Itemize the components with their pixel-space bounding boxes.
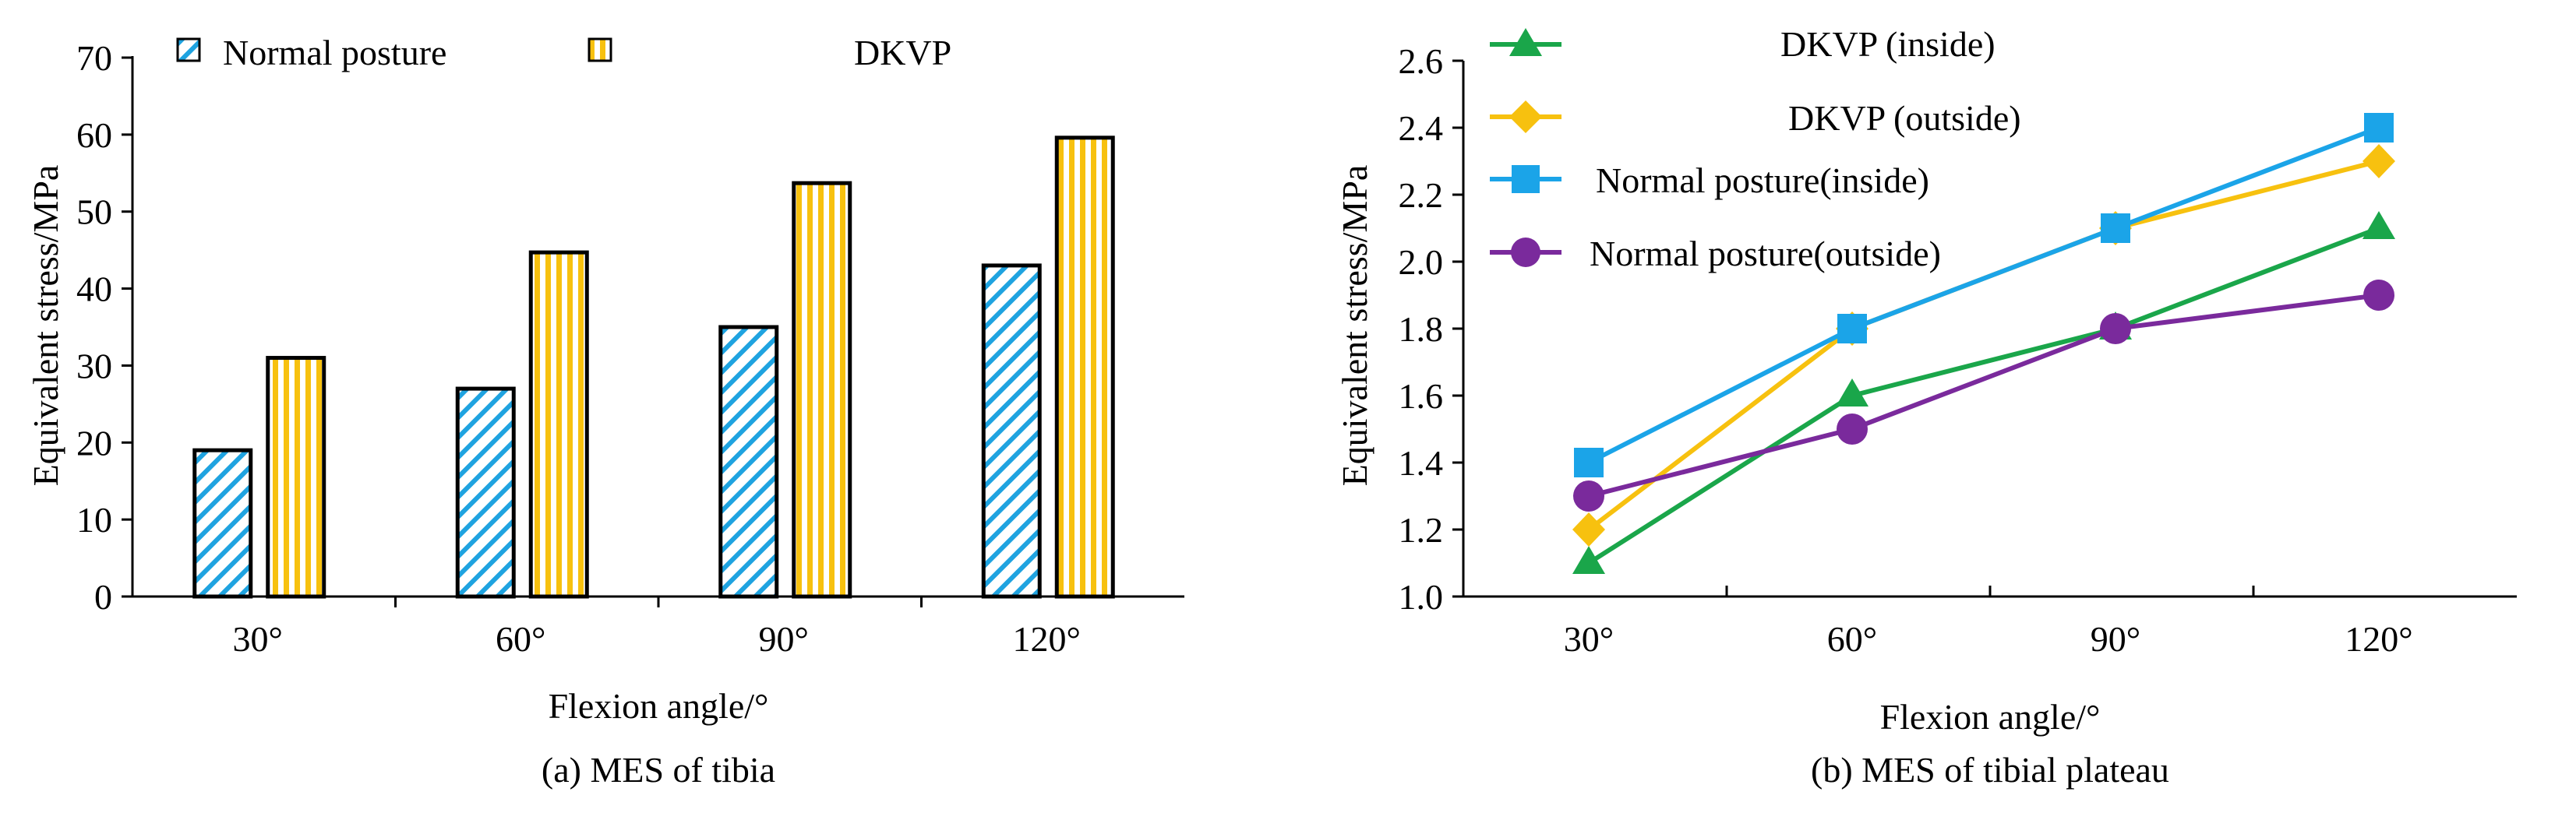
data-point-square-2 [1837,314,1867,343]
y-tick-label: 60 [76,115,112,155]
y-axis-label: Equivalent stress/MPa [26,165,65,487]
series-line-2 [1587,159,2380,532]
y-tick-label: 10 [76,500,112,540]
x-tick-label: 30° [1564,619,1614,659]
legend-marker-triangle-icon [1509,28,1542,56]
legend-marker-square-icon [1512,165,1540,193]
bar-normal-posture-2 [455,386,516,599]
x-tick-label: 60° [496,619,545,659]
y-tick-label: 30 [76,346,112,385]
x-tick-label: 90° [759,619,809,659]
y-tick-label: 1.8 [1399,309,1444,349]
data-point-square-3 [2101,213,2130,243]
x-axis-label: Flexion angle/° [549,686,769,726]
legend-label-dkvp-inside: DKVP (inside) [1780,24,1996,64]
legend-swatch-dkvp [588,37,612,62]
legend-label-dkvp-outside: DKVP (outside) [1788,98,2021,138]
data-point-square-4 [2364,113,2394,143]
data-point-diamond-4 [2363,144,2395,178]
series-2 [1572,144,2395,547]
bar-dkvp-1 [266,356,326,599]
series-4 [1573,280,2394,512]
legend-swatch-normal-posture [176,37,201,62]
y-tick-label: 40 [76,269,112,309]
x-tick-label: 30° [233,619,283,659]
bar-dkvp-3 [792,181,852,599]
data-point-circle-2 [1837,414,1868,445]
chart-caption: (b) MES of tibial plateau [1811,750,2169,790]
bar-normal-posture-1 [192,448,253,599]
x-axis-label: Flexion angle/° [1880,697,2101,737]
y-tick-label: 1.0 [1399,577,1444,617]
y-tick-label: 2.0 [1399,242,1444,282]
series-line-1 [1587,226,2380,565]
legend-label-normal-inside: Normal posture(inside) [1596,160,1929,200]
y-tick-label: 1.6 [1399,376,1444,416]
y-tick-label: 20 [76,423,112,463]
data-point-circle-1 [1573,480,1604,512]
series-line-3 [1587,125,2380,465]
bars [192,136,1115,599]
legend-marker-circle-icon [1511,238,1540,267]
bar-dkvp-4 [1054,136,1115,599]
chart-caption: (a) MES of tibia [542,750,775,790]
x-tick-label: 90° [2091,619,2140,659]
data-point-circle-4 [2363,280,2394,311]
bar-normal-posture-4 [981,263,1042,599]
series-3 [1574,113,2394,477]
y-axis-ticks: 0 10 20 30 40 50 60 70 [76,38,132,617]
y-tick-label: 0 [94,577,112,617]
legend-label-normal-posture: Normal posture [223,33,446,72]
bar-normal-posture-3 [718,325,779,599]
bar-dkvp-2 [528,250,589,599]
y-tick-label: 1.2 [1399,510,1444,550]
legend-marker-diamond-icon [1509,100,1542,133]
y-tick-label: 2.6 [1399,41,1444,81]
y-tick-label: 2.2 [1399,175,1444,215]
x-tick-label: 120° [1013,619,1081,659]
y-tick-label: 1.4 [1399,443,1444,483]
x-tick-label: 60° [1827,619,1877,659]
legend: DKVP (inside) DKVP (outside) Normal post… [1490,24,2021,273]
y-axis-ticks: 1.0 1.2 1.4 1.6 1.8 2.0 2.2 2.4 2.6 [1399,41,1463,617]
line-chart-tibial-plateau: 1.0 1.2 1.4 1.6 1.8 2.0 2.2 2.4 2.6 30° 60° 90° 120… [1335,24,2517,790]
x-axis-ticks: 30° 60° 90° 120° [1564,586,2413,659]
x-axis-ticks: 30° 60° 90° 120° [233,597,1081,659]
x-tick-label: 120° [2345,619,2412,659]
legend-label-normal-outside: Normal posture(outside) [1590,234,1941,273]
data-point-square-1 [1574,448,1604,477]
y-tick-label: 50 [76,192,112,232]
bar-chart-tibia: 0 10 20 30 40 50 60 70 30° 60° 90° 120° Equivalent… [26,33,1184,790]
data-point-triangle-4 [2363,211,2395,239]
series-lines [1572,113,2395,574]
data-point-diamond-1 [1572,512,1605,547]
legend-label-dkvp: DKVP [854,33,951,72]
data-point-triangle-1 [1572,546,1605,574]
y-tick-label: 70 [76,38,112,78]
data-point-circle-3 [2100,313,2131,344]
series-line-4 [1588,293,2380,498]
data-point-triangle-2 [1836,378,1868,406]
y-axis-label: Equivalent stress/MPa [1335,165,1374,487]
y-tick-label: 2.4 [1399,108,1444,148]
legend: Normal posture DKVP [176,33,951,72]
